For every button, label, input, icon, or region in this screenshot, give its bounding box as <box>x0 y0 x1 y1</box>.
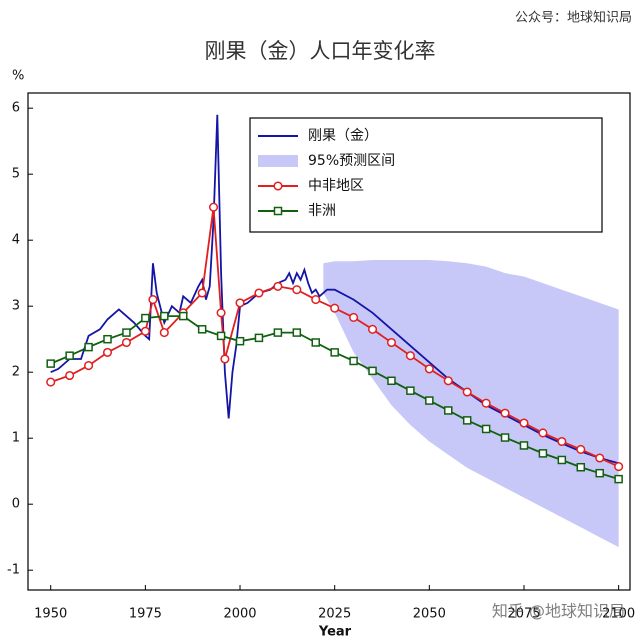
marker <box>311 295 321 305</box>
y-tick-label: 5 <box>12 167 20 182</box>
legend-box <box>249 117 603 233</box>
x-tick-label: 2025 <box>318 607 351 622</box>
marker <box>273 328 283 337</box>
marker <box>387 376 396 386</box>
marker <box>292 328 302 337</box>
marker <box>367 324 378 334</box>
legend-label: 95%预测区间 <box>308 153 395 169</box>
legend-label: 非洲 <box>308 203 336 219</box>
marker <box>254 288 264 298</box>
y-tick-label: 1 <box>12 431 20 446</box>
marker <box>614 474 623 484</box>
marker <box>65 351 74 360</box>
marker <box>65 370 75 381</box>
marker <box>349 312 359 322</box>
marker <box>519 418 529 428</box>
marker <box>311 338 320 347</box>
marker <box>500 408 510 418</box>
y-tick-label: 2 <box>12 365 20 380</box>
marker <box>500 433 510 442</box>
marker <box>235 336 245 346</box>
marker <box>386 337 397 348</box>
marker <box>576 444 586 454</box>
marker <box>102 347 113 357</box>
marker <box>330 303 340 313</box>
marker <box>443 376 453 386</box>
marker <box>614 462 624 472</box>
marker <box>292 285 302 295</box>
marker <box>160 311 169 321</box>
marker <box>538 449 548 458</box>
plot-frame <box>27 92 631 591</box>
source: 公众号：地球知识局 <box>515 10 632 26</box>
marker <box>519 441 529 450</box>
y-axis-label: % <box>12 69 24 84</box>
marker <box>576 462 586 472</box>
marker <box>330 348 339 357</box>
x-tick-label: 2100 <box>602 607 635 622</box>
marker <box>481 424 491 434</box>
marker <box>481 398 491 408</box>
x-tick-label: 1950 <box>34 607 67 622</box>
marker <box>595 468 604 478</box>
marker <box>46 359 55 368</box>
marker <box>148 295 158 305</box>
marker <box>368 366 377 376</box>
marker <box>425 396 434 405</box>
marker <box>122 328 131 337</box>
prediction-band <box>323 259 619 548</box>
marker <box>208 202 219 212</box>
marker <box>444 406 453 415</box>
marker <box>273 281 283 291</box>
marker <box>220 354 230 364</box>
marker <box>254 333 264 343</box>
marker <box>595 453 605 463</box>
marker <box>349 356 358 366</box>
marker <box>141 313 150 323</box>
marker <box>197 325 207 334</box>
marker <box>121 337 131 348</box>
marker <box>538 428 548 438</box>
marker <box>557 436 567 447</box>
y-tick-label: 3 <box>12 299 20 314</box>
marker <box>103 334 112 344</box>
chart-title: 刚果（金）人口年变化率 <box>205 39 436 63</box>
legend-label: 刚果（金） <box>308 128 378 144</box>
legend-marker <box>273 181 283 191</box>
marker <box>46 377 56 387</box>
y-tick-label: 4 <box>12 233 20 248</box>
marker <box>406 386 415 395</box>
marker <box>557 455 567 465</box>
x-tick-label: 2075 <box>507 607 540 622</box>
marker <box>405 351 415 361</box>
x-tick-label: 2000 <box>223 607 256 622</box>
marker <box>424 364 434 374</box>
y-tick-label: -1 <box>7 563 20 578</box>
marker <box>462 387 472 397</box>
marker <box>178 311 188 321</box>
y-tick-label: 6 <box>12 101 20 116</box>
marker <box>216 308 226 318</box>
legend-label: 中非地区 <box>308 178 364 194</box>
marker <box>84 361 94 371</box>
x-axis-label: Year <box>318 625 352 640</box>
marker <box>235 298 245 308</box>
x-tick-label: 2050 <box>413 607 446 622</box>
marker <box>462 416 472 425</box>
legend-marker <box>273 206 283 216</box>
marker <box>197 288 207 298</box>
marker <box>140 326 150 336</box>
y-tick-label: 0 <box>12 497 20 512</box>
marker <box>84 342 93 352</box>
watermark: 知乎 @地球知识局 <box>492 602 625 621</box>
x-tick-label: 1975 <box>129 607 162 622</box>
marker <box>216 331 226 341</box>
marker <box>159 328 169 338</box>
